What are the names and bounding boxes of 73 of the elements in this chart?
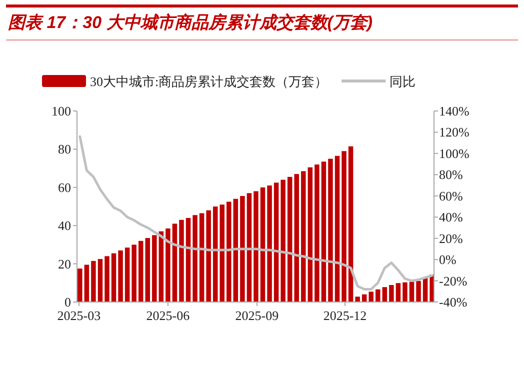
bar [132,244,136,302]
chart-title: 图表 17：30 大中城市商品房累计成交套数(万套) [8,13,373,32]
bar [166,228,170,302]
bar [192,215,198,302]
bar [328,158,333,302]
bar [382,287,388,302]
y2-tick-label: 40% [439,210,463,225]
y-tick-label: 80 [58,142,71,157]
y-tick-label: 0 [64,294,71,310]
bar [240,196,245,302]
y2-tick-label: 20% [439,230,463,246]
legend-label: 30大中城市:商品房累计成交套数（万套） [90,74,328,89]
bar [84,264,90,302]
x-tick-label: 2025-03 [57,308,101,323]
x-tick-label: 2025-06 [146,308,190,323]
bar [145,238,150,302]
bar [280,180,286,302]
bar [402,282,408,302]
bar [294,174,299,302]
bar [409,282,414,302]
bar [226,202,232,302]
y2-tick-label: 120% [439,124,470,140]
y2-tick-label: 80% [439,167,463,182]
bar [78,268,82,302]
bar [111,253,116,302]
bar [124,248,130,302]
y2-tick-label: 140% [439,104,470,118]
y2-tick-label: 0% [439,252,456,268]
bar [220,204,224,302]
bar [212,206,218,302]
bar [158,231,164,302]
y-tick-label: 20 [58,256,71,272]
bar [308,167,313,302]
y-tick-label: 40 [58,218,71,234]
bar [172,224,178,302]
bar [389,285,394,302]
bar [416,280,421,302]
y2-tick-label: -40% [439,294,468,310]
y-tick-label: 60 [58,180,71,195]
bar [98,259,103,302]
bar [342,151,346,302]
bar [368,292,374,302]
bar [152,235,157,302]
bar [246,193,252,302]
bar [334,156,340,302]
bar [233,198,238,302]
bar [260,187,266,302]
bar [274,182,279,302]
bar [179,220,184,302]
bar [321,162,326,302]
bar [118,250,123,302]
bar [104,256,110,302]
x-tick-label: 2025-09 [235,308,279,323]
bar [138,240,144,302]
y2-tick-label: 60% [439,188,463,204]
bar [91,260,96,302]
bar [186,218,191,302]
bar [376,289,380,302]
y2-tick-label: 100% [439,146,470,161]
bar [396,283,401,302]
bar [254,191,258,302]
x-tick-label: 2025-12 [323,308,367,323]
bar [267,185,272,302]
bar [206,210,211,302]
bar [314,164,320,302]
y-tick-label: 100 [52,104,71,118]
bar [287,176,292,302]
bar [348,146,354,302]
bar [355,296,360,302]
y2-tick-label: -20% [439,273,468,288]
legend-label: 同比 [390,74,416,89]
bar [199,213,204,302]
bar [301,171,306,302]
